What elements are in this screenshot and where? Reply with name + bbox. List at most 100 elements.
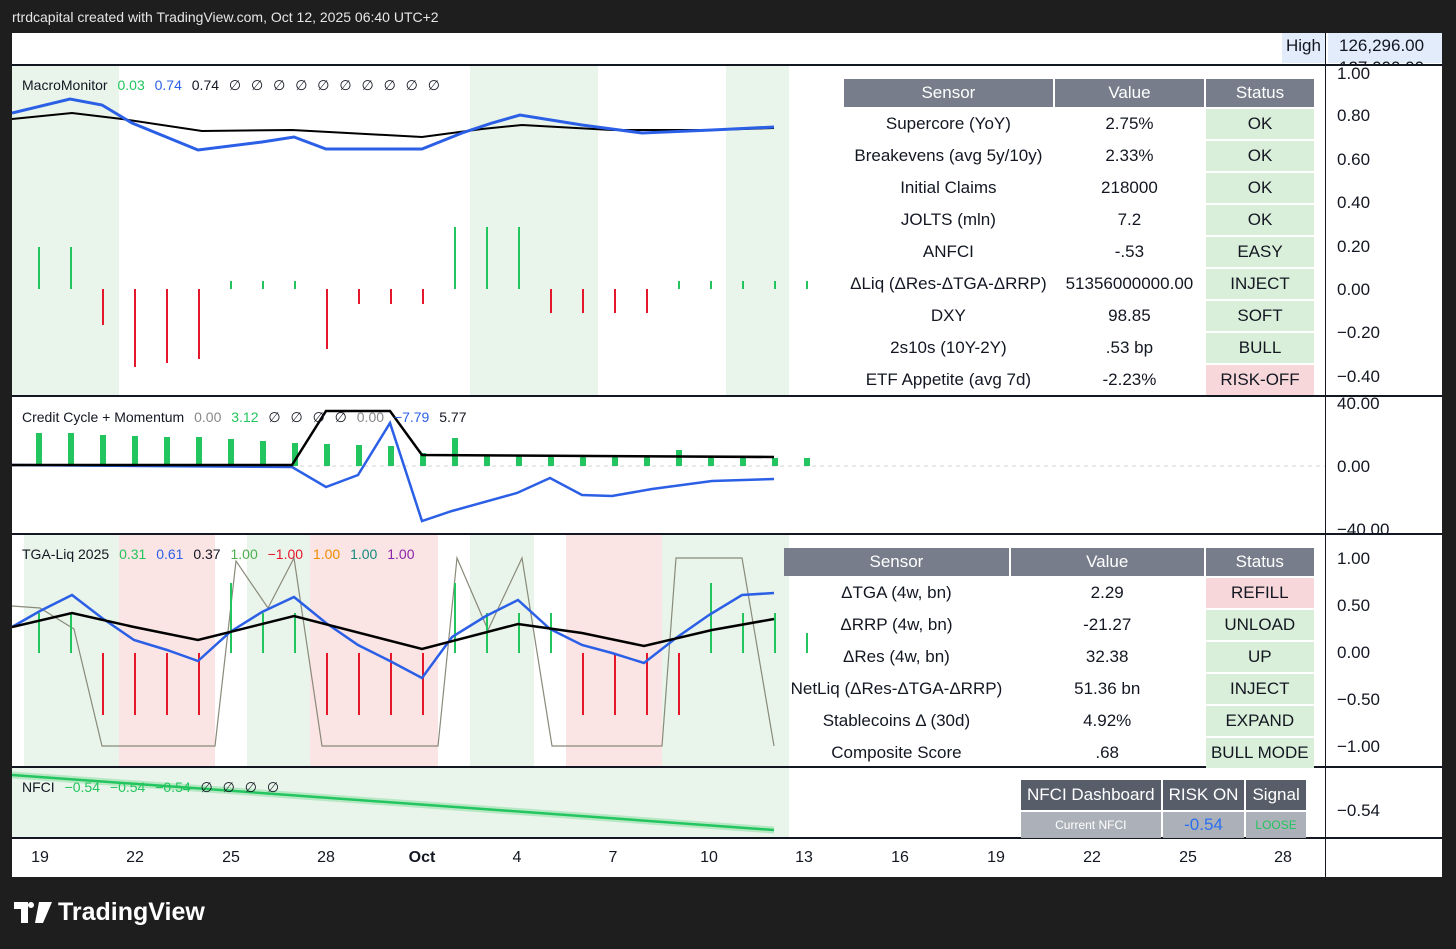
- legend-value: 0.00: [194, 409, 222, 425]
- momentum-bar: [772, 458, 778, 466]
- y-axis-label: −0.40: [1337, 367, 1381, 386]
- legend-value: 3.12: [231, 409, 259, 425]
- legend-value: ∅: [405, 77, 418, 93]
- sensor-cell: NetLiq (ΔRes-ΔTGA-ΔRRP): [790, 679, 1003, 698]
- legend-value: −0.54: [64, 779, 100, 795]
- table-header: RISK ON: [1162, 780, 1245, 810]
- momentum-bar: [708, 456, 714, 466]
- momentum-bar: [36, 433, 42, 466]
- status-cell: OK: [1206, 141, 1314, 171]
- status-cell: REFILL: [1205, 578, 1314, 608]
- price-scale-divider[interactable]: [1325, 33, 1326, 877]
- status-cell: INJECT: [1205, 674, 1314, 704]
- status-cell: UP: [1205, 642, 1314, 672]
- y-axis-label: −0.50: [1337, 690, 1381, 709]
- momentum-bar: [196, 437, 202, 466]
- status-cell: BULL: [1206, 333, 1314, 363]
- tga-liq-legend[interactable]: TGA-Liq 2025 0.31 0.61 0.37 1.00 −1.00 1…: [22, 546, 420, 562]
- y-axis-label: 0.20: [1337, 237, 1371, 256]
- y-axis-label: −40.00: [1337, 520, 1390, 539]
- pane-divider[interactable]: [12, 533, 1442, 535]
- macromonitor-legend[interactable]: MacroMonitor 0.03 0.74 0.74 ∅ ∅ ∅ ∅ ∅ ∅ …: [22, 77, 446, 94]
- partial-price-value: 127,000.00: [1339, 58, 1425, 77]
- sensor-cell: Supercore (YoY): [885, 114, 1011, 133]
- pane-divider[interactable]: [12, 837, 1442, 839]
- sensor-cell: ΔRRP (4w, bn): [840, 615, 953, 634]
- y-axis-label: 0.60: [1337, 150, 1371, 169]
- table-row: ETF Appetite (avg 7d) -2.23% RISK-OFF: [844, 365, 1314, 395]
- y-axis-label: 0.80: [1337, 106, 1371, 125]
- liquidity-smooth-line: [12, 611, 775, 651]
- momentum-bar: [580, 456, 586, 466]
- chart-canvas[interactable]: [12, 33, 1442, 877]
- y-axis-label: 0.40: [1337, 193, 1371, 212]
- value-cell: 98.85: [1108, 306, 1151, 325]
- nfci-line: [12, 773, 775, 832]
- momentum-bar: [484, 456, 490, 466]
- momentum-bar: [420, 453, 426, 466]
- table-header: Status: [1206, 79, 1314, 107]
- sensor-cell: 2s10s (10Y-2Y): [890, 338, 1007, 357]
- indicator-name: TGA-Liq 2025: [22, 546, 110, 562]
- nfci-value-cell: -0.54: [1162, 812, 1245, 838]
- legend-value: −7.79: [393, 409, 430, 425]
- indicator-name: MacroMonitor: [22, 77, 108, 93]
- indicator-name: Credit Cycle + Momentum: [22, 409, 185, 425]
- y-axis-label: 40.00: [1337, 394, 1380, 413]
- y-axis-label: 0.00: [1337, 280, 1371, 299]
- chart-area[interactable]: High 126,296.00 127,000.00 MacroMonitor …: [12, 33, 1442, 877]
- sensor-cell: ΔRes (4w, bn): [843, 647, 950, 666]
- table-header: Value: [1010, 548, 1204, 576]
- x-axis-label: 28: [1274, 849, 1292, 866]
- y-axis-label: 1.00: [1337, 64, 1371, 83]
- sensor-cell: Initial Claims: [900, 178, 997, 197]
- value-cell: 32.38: [1085, 647, 1129, 666]
- table-row: ΔLiq (ΔRes-ΔTGA-ΔRRP) 51356000000.00 INJEC…: [844, 269, 1314, 299]
- signal-band: [662, 535, 789, 766]
- legend-value: ∅: [427, 77, 440, 93]
- high-value: 126,296.00: [1339, 36, 1425, 55]
- high-label-bg: [1282, 33, 1326, 63]
- tradingview-logo[interactable]: TradingView: [14, 898, 205, 927]
- credit-line: [12, 409, 775, 467]
- pane-divider[interactable]: [12, 395, 1442, 397]
- legend-value: 0.00: [356, 409, 385, 425]
- legend-value: ∅: [266, 779, 280, 795]
- momentum-bar: [452, 438, 458, 466]
- y-axis-label: 0.00: [1337, 643, 1371, 662]
- x-axis-label: 25: [222, 849, 240, 866]
- nfci-legend[interactable]: NFCI −0.54 −0.54 −0.54 ∅ ∅ ∅ ∅: [22, 779, 285, 796]
- legend-value: ∅: [200, 779, 213, 795]
- table-header: NFCI Dashboard: [1021, 780, 1161, 810]
- legend-value: ∅: [273, 77, 286, 93]
- table-row: ΔRes (4w, bn) 32.38 UP: [784, 642, 1314, 672]
- tradingview-logo-icon: [14, 901, 52, 923]
- momentum-bar: [132, 436, 138, 466]
- value-cell: 4.92%: [1083, 711, 1132, 730]
- legend-value: ∅: [290, 409, 303, 425]
- x-axis-label: 4: [512, 849, 522, 866]
- momentum-bar: [804, 458, 810, 466]
- legend-value: ∅: [383, 77, 396, 93]
- signal-line: [12, 111, 775, 139]
- sensor-cell: ΔTGA (4w, bn): [841, 583, 952, 602]
- pane-divider[interactable]: [12, 64, 1442, 66]
- x-axis-label: 22: [1083, 849, 1101, 866]
- sensor-cell: DXY: [930, 306, 966, 325]
- indicator-name: NFCI: [22, 779, 55, 795]
- signal-band: [12, 66, 119, 397]
- tga-envelope: [12, 555, 775, 747]
- high-label: High: [1286, 36, 1321, 55]
- sensor-cell: ANFCI: [922, 242, 974, 261]
- table-header: Status: [1205, 548, 1314, 576]
- table-row: Breakevens (avg 5y/10y) 2.33% OK: [844, 141, 1314, 171]
- y-axis-label: −1.00: [1337, 737, 1381, 756]
- x-axis-label: 28: [317, 849, 335, 866]
- macro-sensor-table: Sensor Value Status Supercore (YoY) 2.75%…: [842, 77, 1316, 397]
- table-row: ΔRRP (4w, bn) -21.27 UNLOAD: [784, 610, 1314, 640]
- momentum-bar: [612, 456, 618, 466]
- credit-cycle-legend[interactable]: Credit Cycle + Momentum 0.00 3.12 ∅ ∅ ∅ …: [22, 409, 472, 426]
- pane-divider[interactable]: [12, 766, 1442, 768]
- status-cell: EXPAND: [1205, 706, 1314, 736]
- legend-value: ∅: [361, 77, 374, 93]
